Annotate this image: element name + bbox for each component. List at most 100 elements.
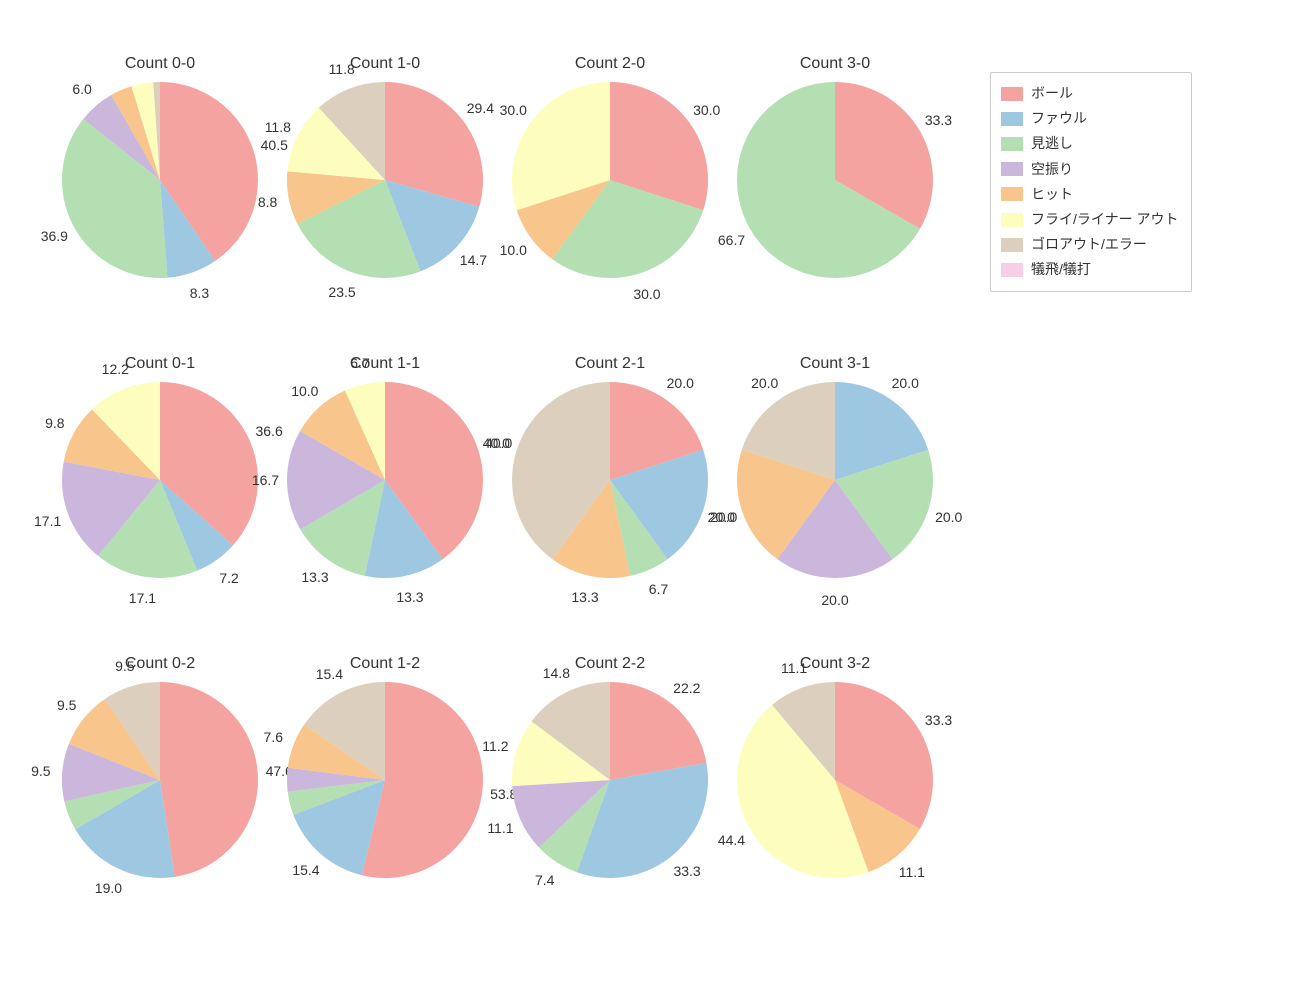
pie-count-1-0 (285, 80, 485, 280)
legend-swatch (1001, 162, 1023, 176)
pie-label: 6.7 (350, 355, 369, 371)
pie-count-2-1 (510, 380, 710, 580)
pie-label: 30.0 (693, 102, 720, 118)
pie-label: 40.0 (483, 435, 510, 451)
pie-label: 20.0 (935, 509, 962, 525)
pie-slice-ball (610, 682, 706, 780)
legend-row: 空振り (1001, 157, 1179, 182)
chart-title: Count 3-1 (800, 355, 870, 373)
pie-label: 40.5 (261, 137, 288, 153)
pie-label: 11.2 (482, 738, 508, 754)
pie-label: 36.6 (255, 423, 282, 439)
pie-label: 30.0 (633, 286, 660, 302)
pie-label: 20.0 (892, 375, 919, 391)
pie-label: 22.2 (673, 680, 700, 696)
pie-label: 13.3 (571, 589, 598, 605)
legend-label: 見逃し (1031, 131, 1073, 156)
pie-label: 19.0 (95, 880, 122, 896)
legend-label: ファウル (1031, 106, 1087, 131)
chart-title: Count 3-0 (800, 55, 870, 73)
pie-label: 29.4 (467, 100, 494, 116)
pie-label: 9.5 (57, 697, 76, 713)
pie-count-1-2 (285, 680, 485, 880)
pie-count-1-1 (285, 380, 485, 580)
pie-label: 17.1 (34, 513, 61, 529)
legend-label: 犠飛/犠打 (1031, 257, 1091, 282)
chart-title: Count 1-0 (350, 55, 420, 73)
pie-label: 7.6 (264, 729, 283, 745)
legend-swatch (1001, 112, 1023, 126)
legend-swatch (1001, 87, 1023, 101)
chart-title: Count 3-2 (800, 655, 870, 673)
pie-label: 13.3 (301, 569, 328, 585)
pie-label: 11.1 (487, 820, 513, 836)
pie-count-3-2 (735, 680, 935, 880)
pie-label: 44.4 (718, 832, 745, 848)
pie-label: 30.0 (500, 102, 527, 118)
pie-count-2-2 (510, 680, 710, 880)
chart-title: Count 1-2 (350, 655, 420, 673)
pie-label: 33.3 (925, 112, 952, 128)
legend-row: ゴロアウト/エラー (1001, 232, 1179, 257)
legend-row: 見逃し (1001, 131, 1179, 156)
pie-label: 15.4 (316, 666, 343, 682)
pie-label: 23.5 (328, 284, 355, 300)
pie-slice-ball (160, 682, 258, 877)
legend-label: 空振り (1031, 157, 1073, 182)
legend-label: ゴロアウト/エラー (1031, 232, 1147, 257)
chart-title: Count 2-1 (575, 355, 645, 373)
pie-label: 8.8 (258, 194, 277, 210)
pie-count-0-0 (60, 80, 260, 280)
legend: ボールファウル見逃し空振りヒットフライ/ライナー アウトゴロアウト/エラー犠飛/… (990, 72, 1192, 292)
pie-label: 12.2 (102, 361, 129, 377)
legend-swatch (1001, 263, 1023, 277)
pie-count-0-2 (60, 680, 260, 880)
pie-label: 14.7 (460, 252, 487, 268)
pie-count-3-0 (735, 80, 935, 280)
pie-label: 11.1 (781, 660, 807, 676)
pie-label: 17.1 (129, 590, 156, 606)
pie-label: 7.2 (219, 570, 238, 586)
pie-label: 14.8 (543, 665, 570, 681)
pie-label: 16.7 (252, 472, 279, 488)
legend-swatch (1001, 213, 1023, 227)
pie-label: 9.8 (45, 415, 64, 431)
chart-title: Count 2-0 (575, 55, 645, 73)
pie-label: 7.4 (535, 872, 554, 888)
pie-label: 66.7 (718, 232, 745, 248)
legend-swatch (1001, 137, 1023, 151)
pie-label: 11.8 (265, 119, 291, 135)
legend-row: フライ/ライナー アウト (1001, 207, 1179, 232)
pie-label: 33.3 (925, 712, 952, 728)
pie-label: 20.0 (751, 375, 778, 391)
pie-label: 20.0 (667, 375, 694, 391)
legend-row: ボール (1001, 81, 1179, 106)
pie-count-0-1 (60, 380, 260, 580)
legend-swatch (1001, 238, 1023, 252)
pie-label: 13.3 (396, 589, 423, 605)
legend-row: 犠飛/犠打 (1001, 257, 1179, 282)
pie-count-2-0 (510, 80, 710, 280)
pie-count-3-1 (735, 380, 935, 580)
pie-label: 11.8 (329, 61, 355, 77)
pie-label: 36.9 (41, 228, 68, 244)
pie-label: 6.0 (72, 81, 91, 97)
chart-title: Count 0-1 (125, 355, 195, 373)
pie-label: 11.1 (899, 864, 925, 880)
chart-title: Count 2-2 (575, 655, 645, 673)
chart-title: Count 0-0 (125, 55, 195, 73)
pie-label: 9.5 (115, 658, 134, 674)
pie-label: 10.0 (291, 383, 318, 399)
pie-grid-figure: Count 0-040.58.336.96.0Count 1-029.414.7… (0, 0, 1300, 1000)
chart-title: Count 0-2 (125, 655, 195, 673)
legend-label: ヒット (1031, 182, 1073, 207)
pie-label: 9.5 (31, 763, 50, 779)
pie-label: 33.3 (673, 863, 700, 879)
pie-label: 20.0 (708, 509, 735, 525)
pie-label: 10.0 (500, 242, 527, 258)
legend-row: ヒット (1001, 182, 1179, 207)
legend-swatch (1001, 187, 1023, 201)
pie-label: 15.4 (292, 862, 319, 878)
legend-label: フライ/ライナー アウト (1031, 207, 1179, 232)
pie-label: 20.0 (821, 592, 848, 608)
